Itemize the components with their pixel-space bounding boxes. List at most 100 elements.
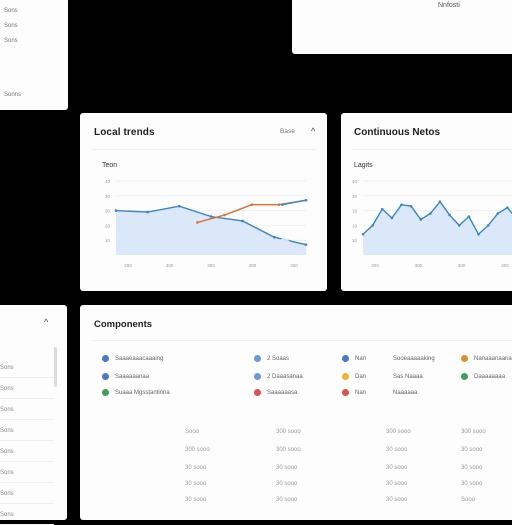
legend-item[interactable]: Naaaaaa	[387, 389, 417, 396]
local-trends-card: Local trends Base ^ Teon 40 30 30 20 10 200 30…	[80, 113, 327, 291]
legend-item[interactable]: Dan	[342, 373, 366, 380]
data-point	[496, 212, 500, 215]
legend-label: Nan	[355, 355, 367, 362]
list-item[interactable]: Sons	[0, 449, 14, 455]
table-cell: Sooo	[185, 429, 200, 435]
legend-label: Naaaaaa	[393, 389, 418, 396]
data-point	[250, 203, 254, 206]
collapse-icon[interactable]: ^	[44, 317, 49, 327]
panel-label: Nnfosti	[438, 2, 460, 9]
data-point	[477, 232, 480, 236]
divider	[92, 340, 512, 341]
list-item[interactable]: Sons	[4, 23, 18, 29]
data-point	[196, 221, 199, 224]
data-point	[280, 203, 284, 206]
table-cell: 30 sooo	[276, 481, 298, 487]
data-point	[429, 212, 432, 215]
top-right-panel: Nnfosti	[292, 0, 512, 54]
y-tick-label: 40	[105, 179, 111, 184]
data-point	[371, 224, 374, 227]
legend-item[interactable]: Sas Naaaa	[387, 373, 423, 380]
list-item[interactable]: Sons	[4, 38, 18, 44]
list-item[interactable]: Sons	[0, 428, 14, 434]
x-tick-label: 300	[207, 263, 215, 268]
y-tick-label: 20	[105, 223, 111, 228]
legend-label: Sas Naaaa	[393, 373, 423, 380]
table-cell: 30 sooo	[185, 465, 207, 471]
components-card: Components Saaaeaaacaaaing Saaaaaanaa Suaa…	[80, 305, 512, 520]
legend-label: Sooeaaaaaking	[393, 355, 435, 362]
y-tick-label: 10	[352, 238, 358, 243]
legend-dot-icon	[254, 389, 261, 396]
table-cell: 30 sooo	[386, 447, 408, 453]
x-tick-label: 300	[249, 263, 257, 268]
table-cell: 300 sooo	[276, 447, 301, 453]
table-cell: 300 sooo	[461, 429, 486, 435]
y-tick-label: 30	[105, 209, 111, 214]
legend-label: 2 Soaas	[267, 355, 290, 362]
y-tick-label: 10	[352, 209, 358, 214]
legend-item[interactable]: 2 Soaas	[254, 355, 289, 362]
data-point	[448, 213, 451, 217]
list-item[interactable]: Sons	[0, 470, 14, 476]
list-item[interactable]: Sons	[0, 365, 14, 371]
list-item[interactable]: Sons	[0, 386, 14, 392]
legend-item[interactable]: Saaaeaaacaaaing	[102, 355, 163, 362]
data-point	[457, 224, 461, 227]
divider	[0, 461, 54, 462]
legend-dot-icon	[254, 373, 261, 380]
legend-item[interactable]: Daaaaaaaa	[461, 373, 505, 380]
x-tick-label: 300	[458, 263, 466, 268]
top-left-panel: Sons Sons Sons Sonns	[0, 0, 68, 110]
data-point	[419, 218, 423, 221]
y-tick-label: 10	[352, 223, 358, 228]
legend-item[interactable]: Sooeaaaaaking	[387, 355, 435, 362]
data-point	[361, 232, 365, 236]
legend-item[interactable]: Saaaaaasa	[254, 389, 297, 396]
divider	[0, 440, 54, 441]
table-cell: 30 sooo	[461, 447, 483, 453]
series-area	[116, 226, 306, 255]
divider	[0, 398, 54, 399]
data-point	[209, 215, 213, 218]
list-item[interactable]: Sons	[0, 512, 14, 518]
collapse-icon[interactable]: ^	[311, 126, 316, 136]
legend-dot-icon	[254, 355, 261, 362]
legend-item[interactable]: Nan	[342, 355, 366, 362]
legend-dot-icon	[342, 389, 349, 396]
table-cell: 30 sooo	[276, 465, 298, 471]
legend-dot-icon	[102, 355, 109, 362]
legend-item[interactable]: Nan	[342, 389, 366, 396]
legend-item[interactable]: Saaaaaanaa	[102, 373, 149, 380]
legend-dot-icon	[342, 355, 349, 362]
list-item[interactable]: Sonns	[4, 92, 22, 98]
data-point	[273, 235, 276, 239]
list-item[interactable]: Sons	[0, 491, 14, 497]
card-title: Continuous Netos	[354, 127, 441, 138]
legend-item[interactable]: Suaaa Mgsstantinna	[102, 389, 170, 396]
data-point	[380, 207, 384, 211]
table-cell: 30 sooo	[461, 465, 483, 471]
scrollbar[interactable]	[54, 347, 57, 387]
legend-dot-icon	[461, 373, 468, 380]
table-cell: 300 sooo	[386, 429, 411, 435]
data-point	[223, 213, 226, 217]
data-point	[467, 215, 471, 218]
legend-item[interactable]: Nanaaanaanaa	[461, 355, 512, 362]
filter-select[interactable]: Base	[280, 128, 295, 135]
list-item[interactable]: Sons	[4, 8, 18, 14]
data-point	[241, 219, 244, 223]
y-tick-label: 30	[352, 194, 358, 199]
table-cell: 30 sooo	[386, 497, 408, 503]
data-point	[506, 206, 509, 209]
x-tick-label: 300	[501, 263, 509, 268]
data-point	[178, 204, 181, 208]
legend-item[interactable]: 2 Daaasanaa	[254, 373, 303, 380]
legend-label: Saaaaaanaa	[115, 373, 150, 380]
list-item[interactable]: Sons	[0, 407, 14, 413]
legend-label: Suaaa Mgsstantinna	[115, 389, 170, 396]
table-cell: 300 sooo	[276, 429, 301, 435]
y-tick-label: 30	[105, 194, 111, 199]
table-cell: 30 sooo	[461, 481, 483, 487]
legend-dot-icon	[102, 373, 109, 380]
